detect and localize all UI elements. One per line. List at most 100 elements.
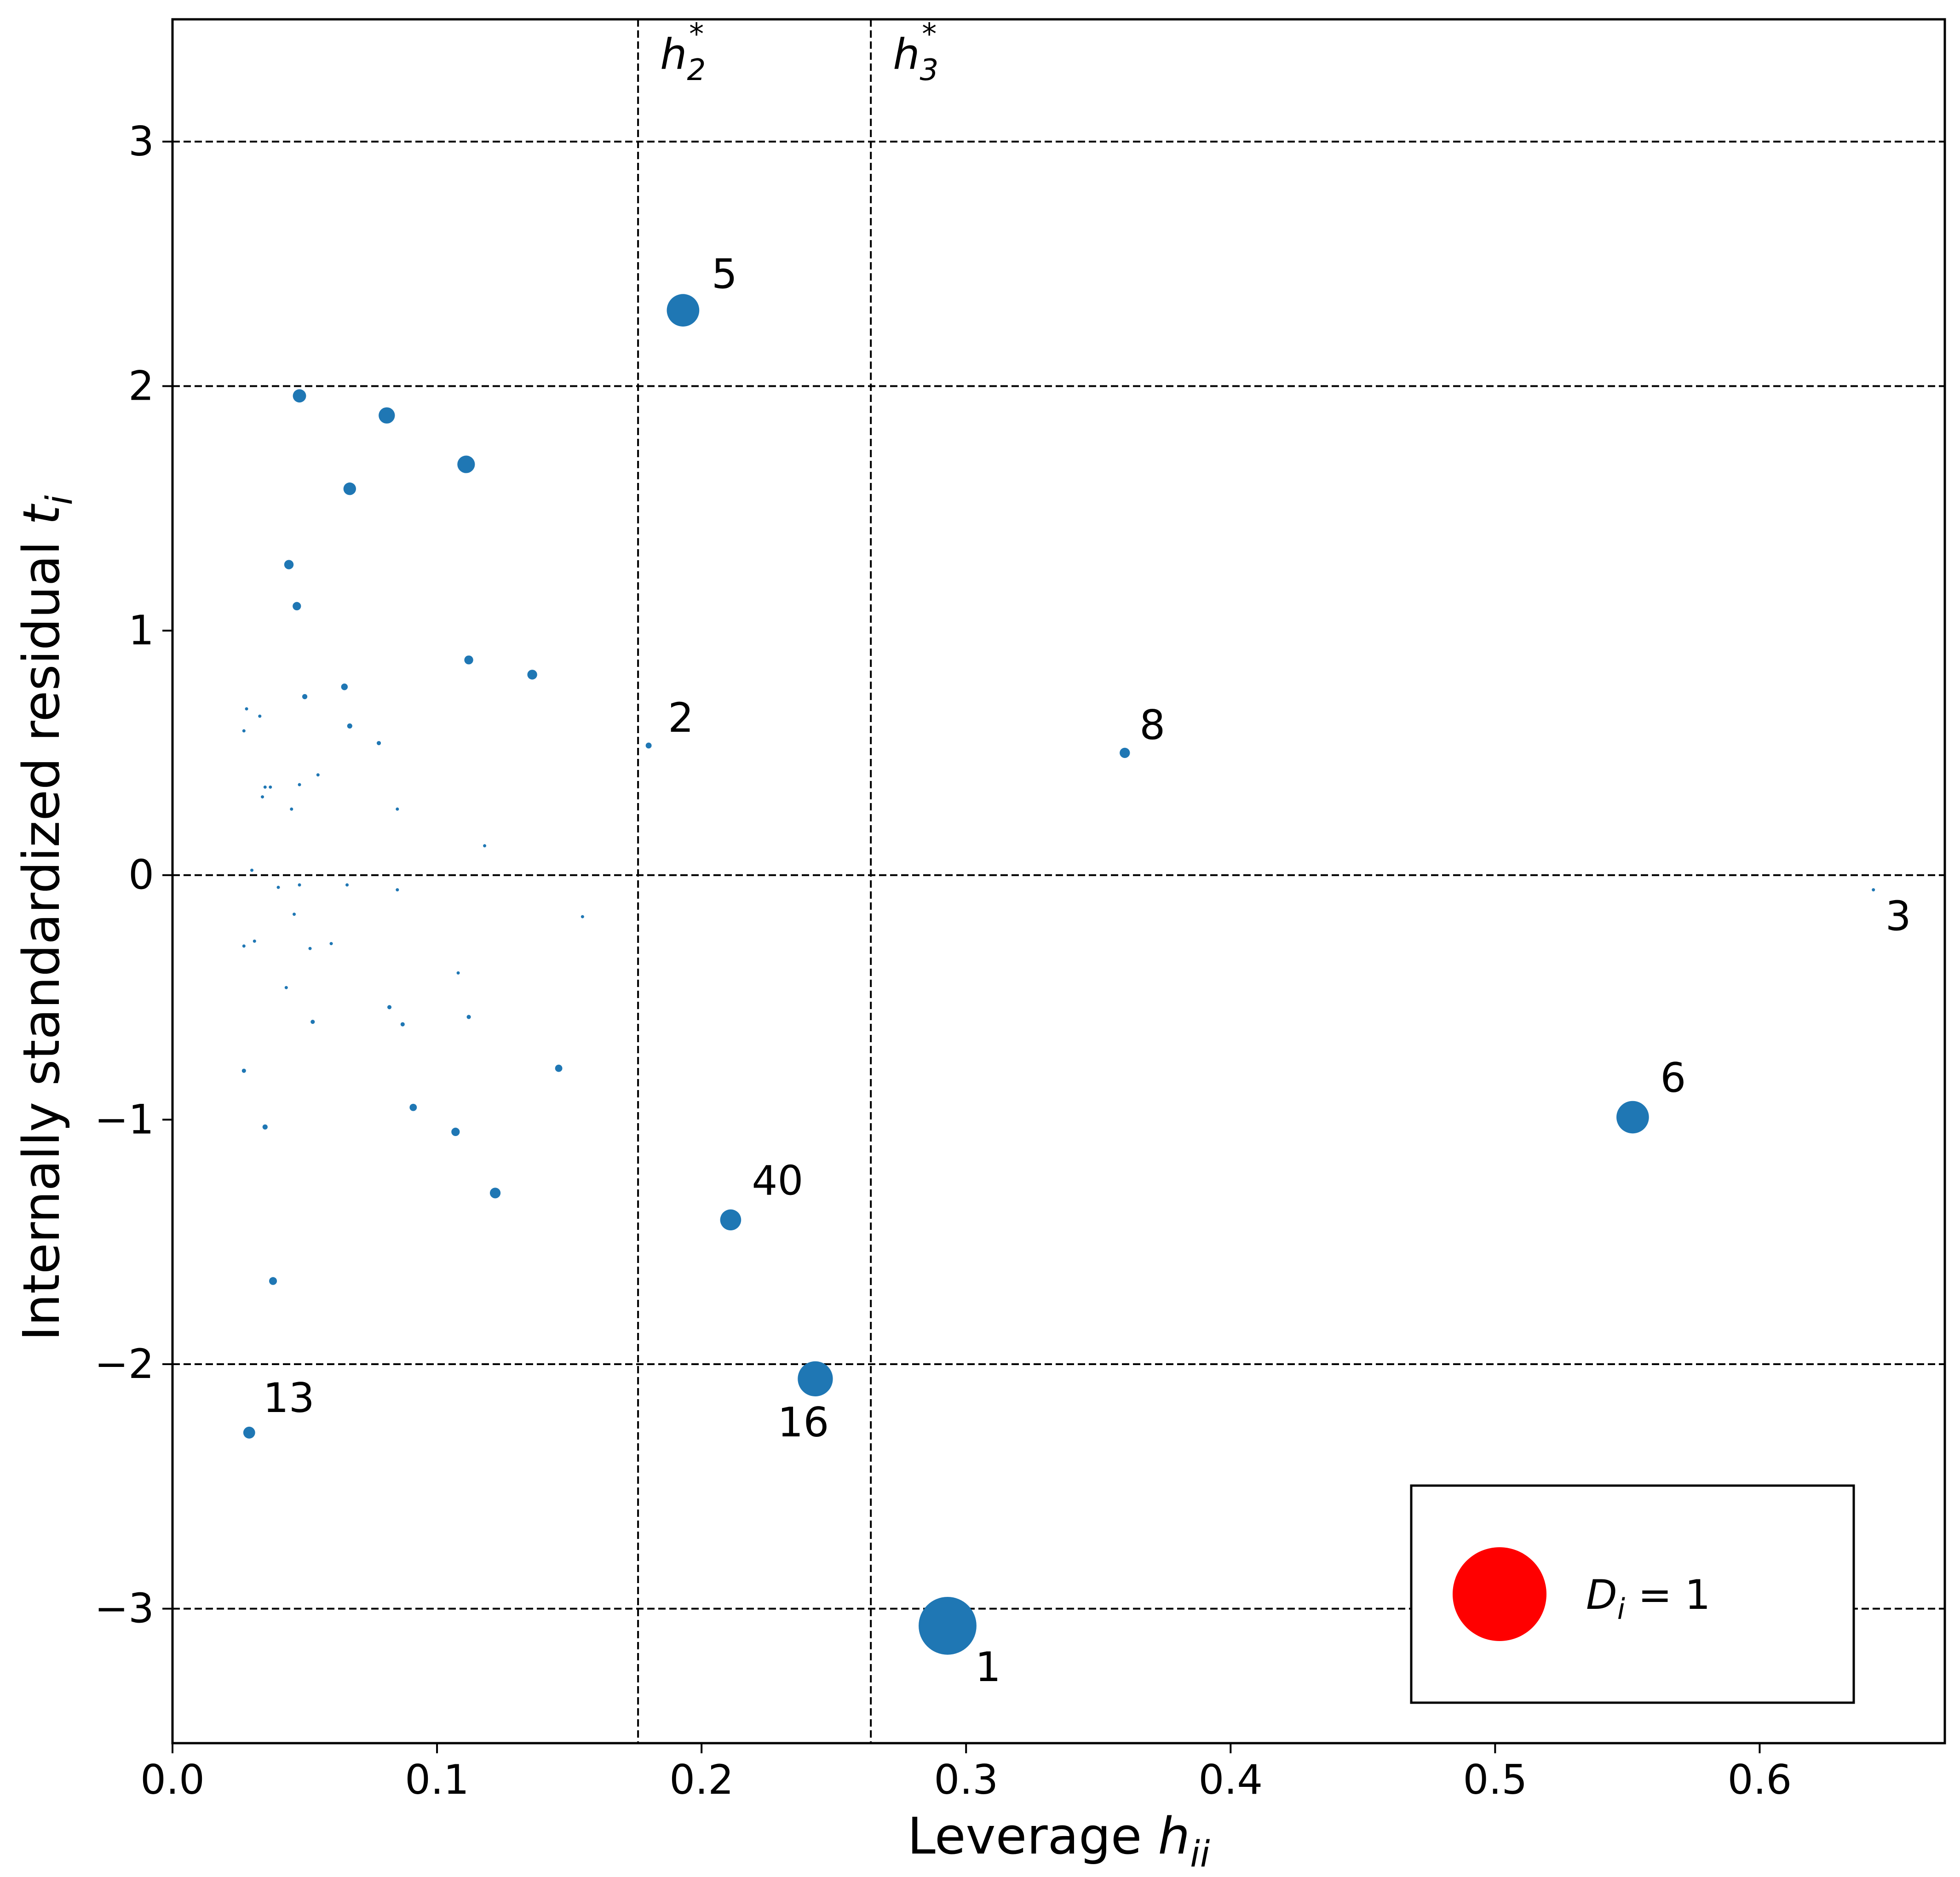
data-point xyxy=(298,783,301,786)
data-point xyxy=(258,714,262,718)
data-point xyxy=(456,971,460,975)
legend-label-symbol: D xyxy=(1586,1571,1617,1619)
x-tick-label: 0.0 xyxy=(140,1756,205,1803)
data-point xyxy=(310,1020,315,1024)
data-point xyxy=(263,785,267,789)
x-axis-label-subscript: ii xyxy=(1190,1834,1210,1875)
legend-box xyxy=(1410,1484,1855,1704)
threshold-label-subscript: 2 xyxy=(687,53,706,87)
data-point xyxy=(242,729,246,733)
y-tick-label: −2 xyxy=(94,1340,154,1388)
data-point xyxy=(396,888,399,892)
legend: Di = 1 xyxy=(1410,1484,1855,1704)
legend-label-subscript: i xyxy=(1617,1592,1625,1626)
data-point xyxy=(262,1124,268,1130)
data-point xyxy=(290,807,293,811)
axis-ticks: 0.0 0.1 0.2 0.3 0.4 0.5 0.6 3 2 1 0 −1 −2 −3 xyxy=(94,118,1792,1803)
legend-marker xyxy=(1453,1547,1546,1641)
data-point xyxy=(667,294,700,327)
data-point xyxy=(396,807,399,811)
x-tick-label: 0.5 xyxy=(1463,1756,1527,1803)
y-axis-label-symbol: t xyxy=(12,503,71,525)
x-axis-label: Leverage hii xyxy=(908,1807,1210,1875)
y-axis-label: Internally standardized residual ti xyxy=(12,495,80,1341)
data-point xyxy=(341,683,348,690)
data-point xyxy=(308,947,312,950)
data-point xyxy=(919,1596,977,1655)
threshold-label: h3* xyxy=(893,17,938,87)
data-point xyxy=(269,1277,277,1285)
data-point xyxy=(1872,888,1875,892)
y-tick-label: −3 xyxy=(94,1585,154,1632)
point-label: 40 xyxy=(752,1157,803,1204)
point-label: 8 xyxy=(1139,701,1165,749)
legend-label-value: = 1 xyxy=(1625,1571,1711,1619)
y-axis-label-text: Internally standardized residual xyxy=(12,525,71,1341)
point-label: 3 xyxy=(1885,893,1911,940)
y-tick-label: 0 xyxy=(128,851,154,899)
point-label: 13 xyxy=(263,1374,315,1422)
data-point xyxy=(489,1188,501,1199)
threshold-label-subscript: 3 xyxy=(920,53,939,87)
data-point xyxy=(269,785,272,789)
data-point xyxy=(345,883,349,887)
x-tick-label: 0.6 xyxy=(1727,1756,1792,1803)
y-tick-label: 1 xyxy=(128,607,154,654)
data-point xyxy=(527,670,537,680)
data-point xyxy=(329,942,333,946)
data-point xyxy=(284,986,288,989)
x-axis-label-text: Leverage xyxy=(908,1807,1158,1866)
data-point xyxy=(483,844,487,848)
data-point xyxy=(293,913,296,916)
point-label: 16 xyxy=(777,1399,829,1446)
data-point xyxy=(250,868,254,872)
data-point xyxy=(720,1209,741,1231)
x-tick-label: 0.3 xyxy=(934,1756,998,1803)
data-point xyxy=(242,944,246,948)
x-tick-label: 0.2 xyxy=(669,1756,734,1803)
data-point xyxy=(276,885,280,889)
data-points xyxy=(241,294,1875,1655)
data-point xyxy=(466,1015,471,1019)
x-axis-label-symbol: h xyxy=(1158,1807,1190,1866)
y-axis-label-subscript: i xyxy=(39,495,80,505)
data-point xyxy=(457,455,475,473)
data-point xyxy=(555,1064,563,1072)
data-point xyxy=(302,694,308,700)
point-labels: 1 2 3 5 6 8 13 16 40 xyxy=(263,251,1911,1691)
data-point xyxy=(645,742,652,749)
data-point xyxy=(376,741,381,746)
data-point xyxy=(293,602,301,611)
data-point xyxy=(1120,747,1130,758)
threshold-label-superscript: * xyxy=(922,17,937,52)
reference-lines: h2* h3* xyxy=(172,17,1945,1743)
x-tick-label: 0.1 xyxy=(405,1756,469,1803)
data-point xyxy=(1616,1101,1649,1134)
point-label: 5 xyxy=(712,251,737,298)
data-point xyxy=(241,1068,246,1073)
data-point xyxy=(343,482,356,495)
y-tick-label: −1 xyxy=(94,1096,154,1143)
plot-area-frame xyxy=(171,18,1946,1745)
data-point xyxy=(261,795,264,799)
y-tick-label: 2 xyxy=(128,362,154,409)
data-point xyxy=(379,407,395,424)
data-point xyxy=(245,707,248,711)
data-point xyxy=(293,389,306,403)
data-point xyxy=(464,655,473,665)
threshold-label: h2* xyxy=(660,17,706,87)
data-point xyxy=(284,560,294,569)
point-label: 6 xyxy=(1660,1054,1686,1102)
data-point xyxy=(253,939,256,943)
y-tick-label: 3 xyxy=(128,118,154,165)
data-point xyxy=(243,1426,255,1439)
data-point xyxy=(451,1127,460,1137)
data-point xyxy=(409,1103,417,1111)
data-point xyxy=(298,883,301,887)
legend-label: Di = 1 xyxy=(1586,1571,1711,1626)
data-point xyxy=(400,1022,405,1027)
threshold-label-symbol: h xyxy=(660,30,687,79)
x-tick-label: 0.4 xyxy=(1198,1756,1263,1803)
data-point xyxy=(387,1005,392,1010)
threshold-label-symbol: h xyxy=(893,30,920,79)
